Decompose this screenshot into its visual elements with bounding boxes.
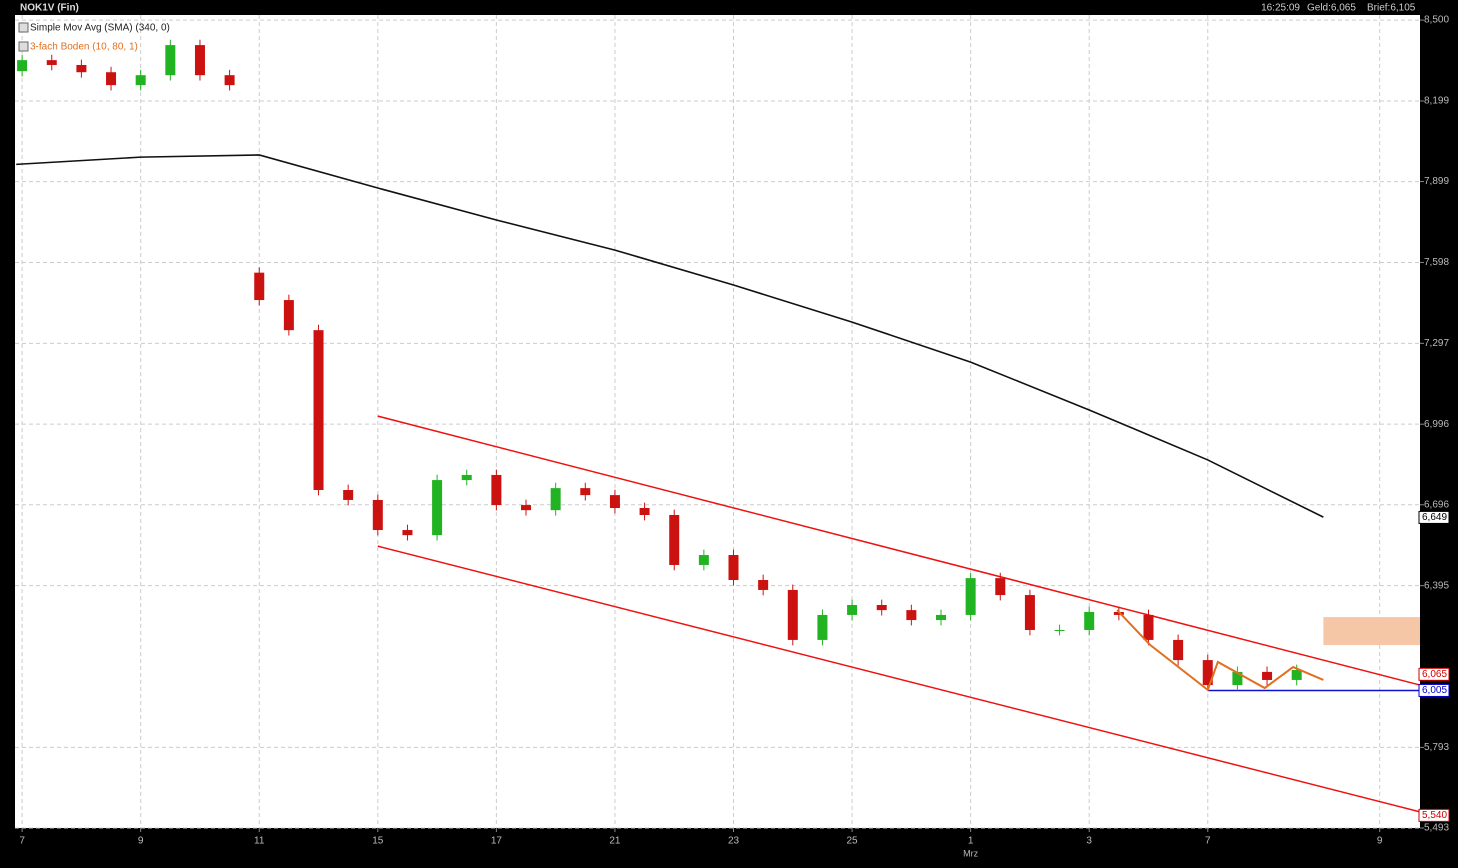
y-tick-label: 8,199 [1424, 96, 1449, 107]
candle-body [906, 610, 917, 621]
x-tick-label: 15 [372, 836, 384, 847]
x-tick-label: 1 [968, 836, 974, 847]
x-tick-label: 23 [728, 836, 740, 847]
candle-body [224, 75, 235, 86]
x-tick-label: 9 [138, 836, 144, 847]
candle-body [135, 75, 146, 86]
y-tick-label: 7,297 [1424, 338, 1449, 349]
chart-title: NOK1V (Fin) [20, 3, 79, 14]
bid: Geld:6,065 [1307, 3, 1356, 14]
x-tick-label: 11 [254, 836, 265, 847]
candle-body [935, 614, 946, 621]
candle-body [194, 45, 205, 76]
candle-body [1173, 639, 1184, 661]
price-marker-box [1418, 683, 1450, 697]
plot-area [15, 15, 1420, 828]
price-marker-label: 6,649 [1422, 512, 1447, 523]
price-marker-label: 6,065 [1422, 669, 1447, 680]
candle-body [1202, 660, 1213, 686]
legend-entry: 3-fach Boden (10, 80, 1) [30, 42, 138, 53]
y-tick-label: 6,996 [1424, 419, 1449, 430]
candle-body [758, 580, 769, 590]
legend-entry: Simple Mov Avg (SMA) (340, 0) [30, 23, 170, 34]
candle-body [461, 474, 472, 481]
candle-body [609, 495, 620, 509]
candle-body [995, 578, 1006, 596]
y-tick-label: 7,598 [1424, 257, 1449, 268]
y-tick-label: 6,395 [1424, 580, 1449, 591]
y-tick-label: 8,500 [1424, 15, 1449, 26]
price-marker-box [1418, 510, 1450, 524]
candle-body [580, 488, 591, 496]
candle-body [76, 64, 87, 73]
x-tick-label: 7 [1205, 836, 1211, 847]
x-tick-label: 9 [1377, 836, 1383, 847]
candle-body [313, 330, 324, 491]
candle-body [698, 555, 709, 565]
candle-body [491, 474, 502, 506]
price-marker-label: 6,005 [1422, 685, 1447, 696]
x-tick-label: 17 [491, 836, 503, 847]
candle-body [1232, 671, 1243, 686]
candle-body [402, 530, 413, 536]
trend-line [377, 545, 1421, 813]
candle-body [106, 72, 117, 86]
legend-close[interactable] [18, 41, 29, 52]
candle-body [521, 505, 532, 511]
candle-body [46, 60, 57, 65]
ask: Brief:6,105 [1367, 3, 1416, 14]
candle-body [669, 514, 680, 565]
y-tick-label: 7,899 [1424, 176, 1449, 187]
candle-body [283, 300, 294, 331]
candle-body [550, 488, 561, 511]
x-tick-label: 7 [19, 836, 25, 847]
month-label: Mrz [963, 848, 978, 858]
candle-body [876, 605, 887, 611]
candle-body [1084, 611, 1095, 630]
candle-body [728, 555, 739, 581]
y-tick-label: 6,696 [1424, 499, 1449, 510]
candle-body [343, 490, 354, 500]
candle-body [432, 480, 443, 536]
candle-body [1262, 671, 1273, 680]
candle-body [787, 589, 798, 640]
candle-body [639, 508, 650, 515]
x-tick-label: 25 [847, 836, 859, 847]
y-tick-label: 5,493 [1424, 823, 1449, 834]
price-marker-box [1418, 808, 1450, 822]
candle-body [165, 45, 176, 76]
candle-body [1113, 611, 1124, 615]
candle-body [965, 578, 976, 615]
legend-close[interactable] [18, 22, 29, 33]
candle-body [817, 614, 828, 640]
candle-body [372, 499, 383, 531]
trend-line [377, 415, 1421, 686]
candle-body [847, 605, 858, 615]
target-zone [1323, 617, 1420, 646]
candle-body [1054, 629, 1065, 631]
time: 16:25:09 [1261, 3, 1300, 14]
candle-body [1291, 670, 1302, 680]
y-tick-label: 5,793 [1424, 742, 1449, 753]
candle-body [1024, 595, 1035, 630]
candle-body [1143, 614, 1154, 640]
series-line [16, 154, 1324, 518]
x-tick-label: 21 [609, 836, 621, 847]
series-line [1116, 609, 1324, 692]
price-marker-box [1418, 667, 1450, 681]
candle-body [254, 272, 265, 301]
x-tick-label: 3 [1086, 836, 1092, 847]
candle-body [17, 60, 28, 72]
price-marker-label: 5,540 [1422, 810, 1447, 821]
